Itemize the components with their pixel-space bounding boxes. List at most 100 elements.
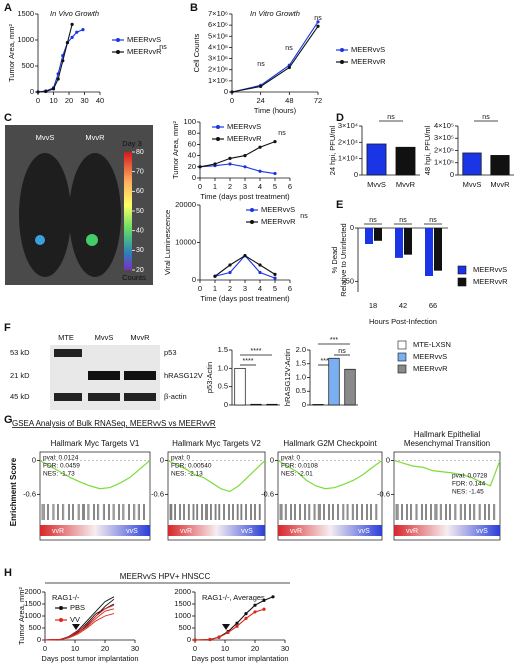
enrichment-curve [277,459,383,490]
chart-title: RAG1-/-, Averages [202,593,265,602]
point [228,263,232,267]
y-tick-label: 1000 [24,611,41,620]
series-line [231,21,319,93]
y-tick-label: 20000 [175,200,196,209]
treatment-arrow [72,624,80,630]
y-axis-label: Cell Counts [192,33,201,72]
point [244,616,248,621]
legend-label: MEERvvS [261,205,295,214]
protein-label: β-actin [164,392,187,401]
plot-frame [39,451,151,541]
point [75,30,79,34]
annotation: ns [399,217,407,224]
gsea-stat: FDR: 0.00540 [171,463,212,470]
y-tick-label: 1500 [24,599,41,608]
x-tick-label: 5 [273,284,277,293]
y-tick-label: 1500 [17,9,34,18]
plot-frame [393,451,501,541]
gsea-stat: NES: -1.73 [43,471,75,478]
x-tick-label: 1 [213,182,217,191]
gsea-stat: pval: 0 [281,455,301,462]
panel-label: B [190,2,198,14]
legend-marker [216,137,220,141]
gsea-plot-title: Hallmark Myc Targets V1 [51,439,140,448]
x-tick-label: 30 [131,644,139,653]
legend-label: MEERvvS [473,265,507,274]
x-tick-label: MvvS [463,180,482,189]
annotation: **** [321,358,332,365]
x-tick-label: 10 [49,96,57,105]
series-line [214,254,276,279]
scale-tick-label: 50 [136,208,144,215]
point [61,59,65,63]
legend-marker [116,50,120,54]
enrichment-curve [39,459,151,490]
y-tick-label: 1500 [174,599,191,608]
point [213,274,217,278]
legend-label: MEERvvR [227,134,262,143]
y-tick-label: 500 [178,623,191,632]
ramp-label: vvR [290,528,302,535]
rank-ramp [40,525,150,536]
x-tick-label: 6 [288,182,292,191]
point [213,162,217,166]
point [243,154,247,158]
point [226,630,230,635]
signal [35,235,45,245]
bar [404,228,412,255]
y-tick-label: 0.5 [296,386,306,395]
x-tick-label: 18 [369,301,377,310]
point [70,35,74,40]
gsea-stat: NES: -2.01 [281,471,313,478]
annotation: ns [257,61,265,68]
point [193,638,197,642]
y-tick-label: 0 [30,87,34,96]
legend-marker [59,606,63,610]
y-tick-label: 1.0 [218,363,228,372]
point [51,87,56,91]
y-tick-label: 2×10⁴ [338,137,358,146]
band [124,393,156,401]
series-line [231,25,319,93]
panel-label: G [4,414,13,426]
point [70,22,74,26]
y-tick-label: 0 [192,275,196,284]
legend-label: MEERvvR [127,47,162,56]
point [230,90,234,94]
y-tick-label: 0 [37,635,41,644]
signal [86,234,98,246]
size-label: 53 kD [10,348,30,357]
legend-marker [216,125,220,129]
band [54,393,82,401]
gsea-stat: pval: 0.0728 [452,473,488,480]
panel-label: C [4,112,12,124]
x-tick-label: 0 [43,644,47,653]
legend-swatch [457,277,467,287]
x-tick-label: 48 [285,96,293,105]
gsea-stat: NES: -2.13 [171,471,203,478]
bar [234,367,246,406]
annotation: **** [251,348,262,355]
annotation: ns [159,44,167,51]
annotation: ns [278,130,286,137]
point [208,637,212,642]
scale-tick-label: 40 [136,228,144,235]
legend-marker [340,60,344,64]
x-tick-label: 0 [230,96,234,105]
point [258,169,262,173]
y-tick-label: 5×10⁶ [208,31,228,40]
protein-label: p53 [164,348,177,357]
point [253,610,257,614]
y-axis-label: p53:Actin [205,362,214,393]
legend-label: MEERvvR [413,364,448,373]
band [124,371,156,380]
y-tick-label: 1.0 [296,372,306,381]
y-tick-label: 500 [28,623,41,632]
gsea-ylabel: Enrichment Score [9,457,18,526]
y-tick-label: 0 [386,455,390,464]
x-tick-label: 20 [101,644,109,653]
y-tick-label: 3×10⁴ [338,121,358,130]
x-axis-label: Hours Post-Infection [369,317,437,326]
y-tick-label: 0 [350,223,354,232]
